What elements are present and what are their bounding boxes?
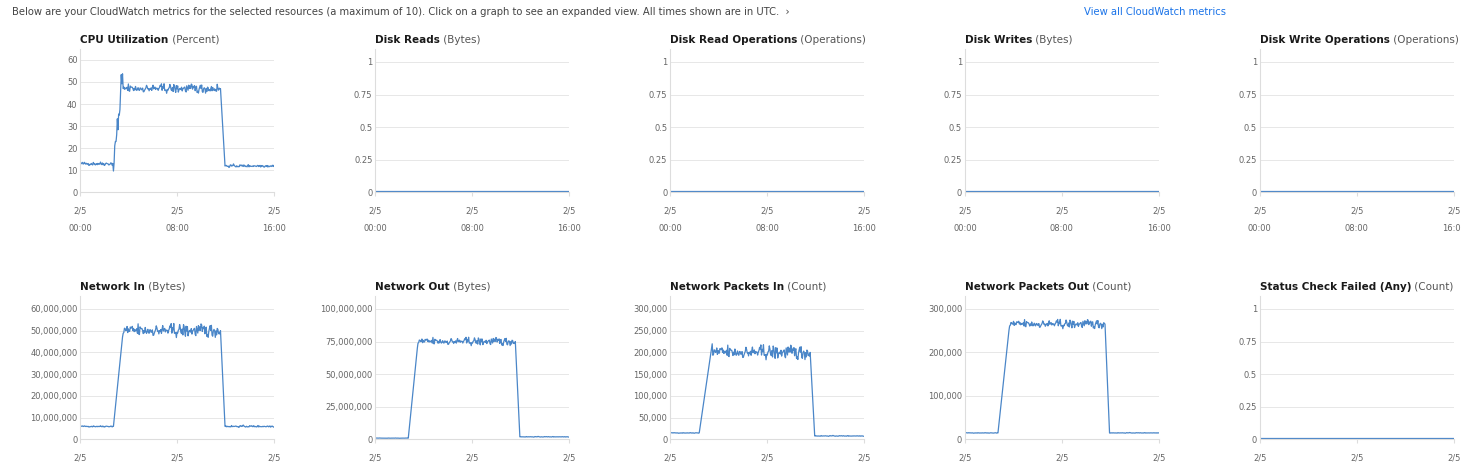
Text: 2/5: 2/5 <box>171 454 184 463</box>
Text: 2/5: 2/5 <box>73 454 88 463</box>
Text: 2/5: 2/5 <box>1153 207 1166 216</box>
Text: Network Packets In: Network Packets In <box>671 281 785 292</box>
Text: (Bytes): (Bytes) <box>145 281 186 292</box>
Text: (Operations): (Operations) <box>1389 34 1458 45</box>
Text: 08:00: 08:00 <box>165 224 190 233</box>
Text: Status Check Failed (Any): Status Check Failed (Any) <box>1259 281 1411 292</box>
Text: 2/5: 2/5 <box>267 454 281 463</box>
Text: 08:00: 08:00 <box>755 224 779 233</box>
Text: CPU Utilization: CPU Utilization <box>80 34 168 45</box>
Text: 00:00: 00:00 <box>69 224 92 233</box>
Text: 00:00: 00:00 <box>364 224 387 233</box>
Text: (Count): (Count) <box>1411 281 1454 292</box>
Text: 2/5: 2/5 <box>1055 207 1068 216</box>
Text: 2/5: 2/5 <box>1446 454 1461 463</box>
Text: 2/5: 2/5 <box>663 207 676 216</box>
Text: (Bytes): (Bytes) <box>1033 34 1072 45</box>
Text: (Count): (Count) <box>1088 281 1131 292</box>
Text: 2/5: 2/5 <box>1055 454 1068 463</box>
Text: 2/5: 2/5 <box>663 454 676 463</box>
Text: 16:00: 16:00 <box>1442 224 1461 233</box>
Text: Network Packets Out: Network Packets Out <box>964 281 1088 292</box>
Text: 00:00: 00:00 <box>953 224 977 233</box>
Text: 2/5: 2/5 <box>958 454 972 463</box>
Text: 2/5: 2/5 <box>1254 454 1267 463</box>
Text: 2/5: 2/5 <box>1446 207 1461 216</box>
Text: 08:00: 08:00 <box>460 224 484 233</box>
Text: Disk Writes: Disk Writes <box>964 34 1033 45</box>
Text: 16:00: 16:00 <box>1147 224 1170 233</box>
Text: 2/5: 2/5 <box>368 454 381 463</box>
Text: Below are your CloudWatch metrics for the selected resources (a maximum of 10). : Below are your CloudWatch metrics for th… <box>12 7 796 17</box>
Text: 2/5: 2/5 <box>466 454 479 463</box>
Text: (Percent): (Percent) <box>168 34 219 45</box>
Text: (Bytes): (Bytes) <box>450 281 491 292</box>
Text: 2/5: 2/5 <box>562 207 576 216</box>
Text: 2/5: 2/5 <box>958 207 972 216</box>
Text: 2/5: 2/5 <box>760 454 774 463</box>
Text: 08:00: 08:00 <box>1050 224 1074 233</box>
Text: 2/5: 2/5 <box>1254 207 1267 216</box>
Text: 00:00: 00:00 <box>657 224 682 233</box>
Text: Network Out: Network Out <box>375 281 450 292</box>
Text: 08:00: 08:00 <box>1344 224 1369 233</box>
Text: 2/5: 2/5 <box>1153 454 1166 463</box>
Text: Disk Reads: Disk Reads <box>375 34 440 45</box>
Text: Network In: Network In <box>80 281 145 292</box>
Text: 2/5: 2/5 <box>858 207 871 216</box>
Text: (Operations): (Operations) <box>798 34 866 45</box>
Text: 2/5: 2/5 <box>466 207 479 216</box>
Text: 2/5: 2/5 <box>267 207 281 216</box>
Text: 16:00: 16:00 <box>263 224 286 233</box>
Text: 2/5: 2/5 <box>858 454 871 463</box>
Text: Disk Read Operations: Disk Read Operations <box>671 34 798 45</box>
Text: 2/5: 2/5 <box>171 207 184 216</box>
Text: 2/5: 2/5 <box>562 454 576 463</box>
Text: View all CloudWatch metrics: View all CloudWatch metrics <box>1084 7 1226 17</box>
Text: Disk Write Operations: Disk Write Operations <box>1259 34 1389 45</box>
Text: 2/5: 2/5 <box>73 207 88 216</box>
Text: 16:00: 16:00 <box>852 224 877 233</box>
Text: 2/5: 2/5 <box>760 207 774 216</box>
Text: (Count): (Count) <box>785 281 827 292</box>
Text: (Bytes): (Bytes) <box>440 34 481 45</box>
Text: 2/5: 2/5 <box>368 207 381 216</box>
Text: 16:00: 16:00 <box>557 224 581 233</box>
Text: 2/5: 2/5 <box>1350 454 1363 463</box>
Text: 00:00: 00:00 <box>1248 224 1271 233</box>
Text: 2/5: 2/5 <box>1350 207 1363 216</box>
